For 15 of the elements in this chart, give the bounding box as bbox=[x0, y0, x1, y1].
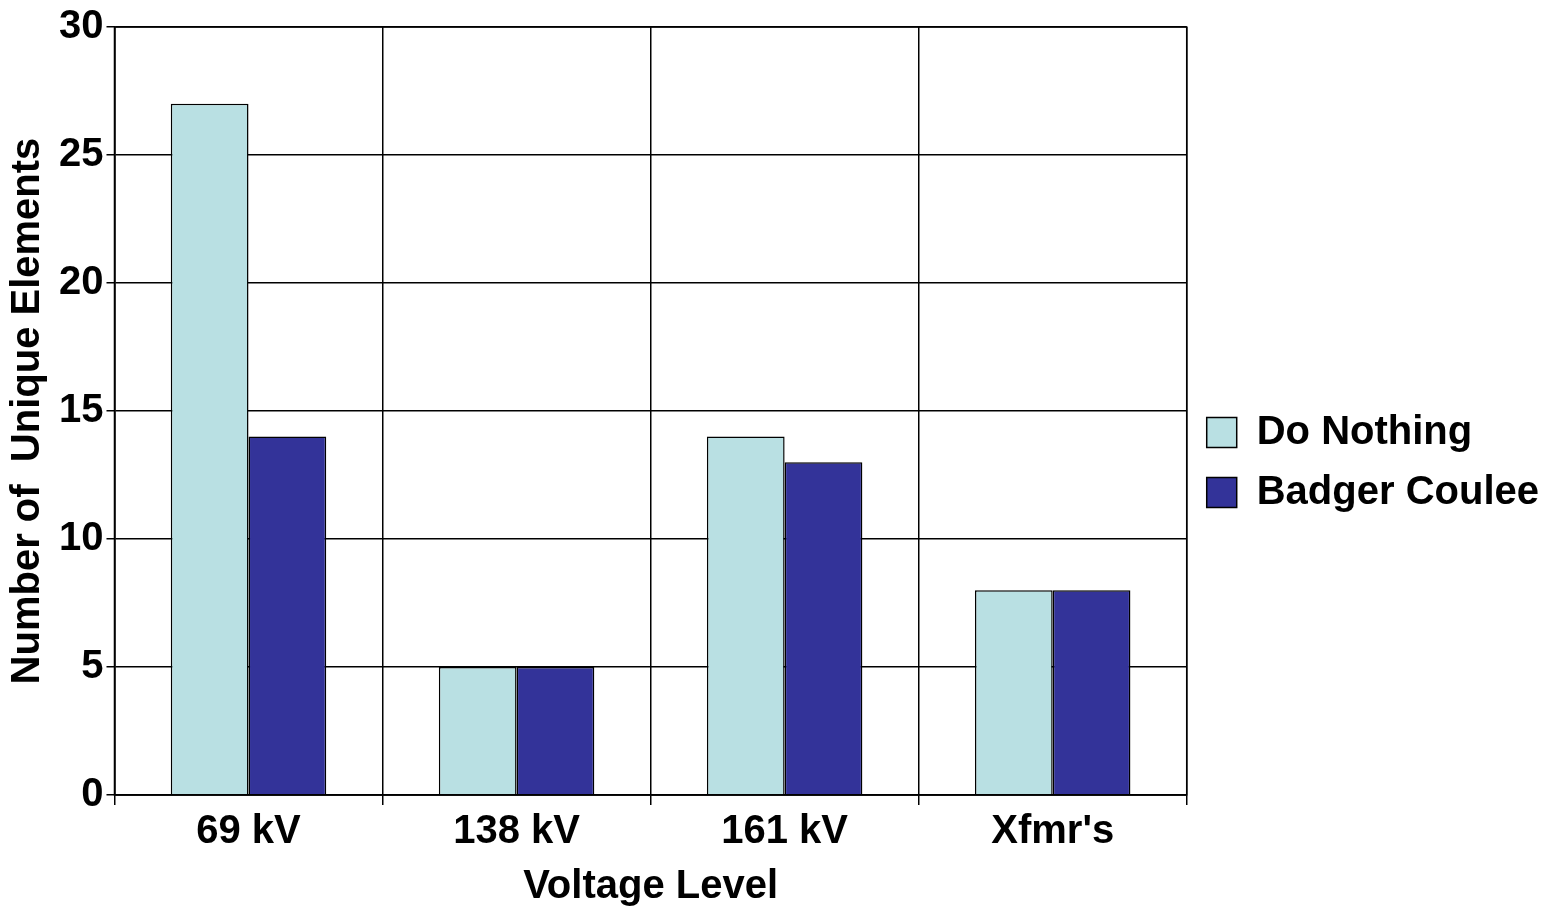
legend-label: Do Nothing bbox=[1256, 407, 1473, 452]
y-tick-label: 10 bbox=[58, 514, 104, 559]
x-tick-label: 69 kV bbox=[196, 807, 302, 852]
y-tick-label: 30 bbox=[58, 2, 104, 47]
y-tick-label: 5 bbox=[81, 642, 104, 687]
y-axis-title: Number of Unique Elements bbox=[3, 137, 48, 685]
x-tick-label: 161 kV bbox=[721, 807, 849, 852]
x-tick-label: 138 kV bbox=[453, 807, 581, 852]
y-tick-label: 20 bbox=[58, 258, 104, 303]
x-tick-label: Xfmr's bbox=[991, 807, 1115, 852]
y-tick-label: 25 bbox=[58, 130, 104, 175]
y-tick-label: 15 bbox=[58, 386, 104, 431]
legend-label: Badger Coulee bbox=[1256, 467, 1540, 512]
y-tick-label: 0 bbox=[81, 770, 104, 815]
x-axis-title: Voltage Level bbox=[523, 862, 779, 907]
